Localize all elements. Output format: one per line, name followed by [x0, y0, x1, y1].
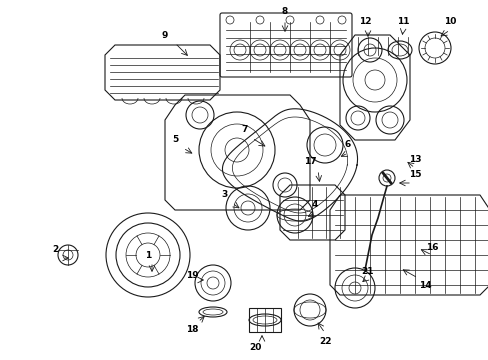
Text: 16: 16 [425, 243, 437, 252]
Text: 7: 7 [242, 126, 248, 135]
Text: 13: 13 [408, 156, 420, 165]
Text: 5: 5 [171, 135, 178, 144]
Text: 6: 6 [344, 140, 350, 149]
Bar [248, 308, 281, 332]
Text: 22: 22 [318, 338, 330, 346]
Text: 15: 15 [408, 171, 420, 180]
Text: 12: 12 [358, 18, 370, 27]
Text: 8: 8 [281, 8, 287, 17]
Text: 19: 19 [185, 270, 198, 279]
Text: 17: 17 [303, 157, 316, 166]
Text: 1: 1 [144, 251, 151, 260]
Text: 4: 4 [311, 201, 318, 210]
Text: 9: 9 [162, 31, 168, 40]
Text: 20: 20 [248, 343, 261, 352]
Text: 18: 18 [185, 325, 198, 334]
Text: 2: 2 [52, 246, 58, 255]
Text: 21: 21 [361, 267, 373, 276]
Text: 14: 14 [418, 280, 430, 289]
Text: 3: 3 [222, 190, 228, 199]
Text: 10: 10 [443, 18, 455, 27]
Text: 11: 11 [396, 18, 408, 27]
